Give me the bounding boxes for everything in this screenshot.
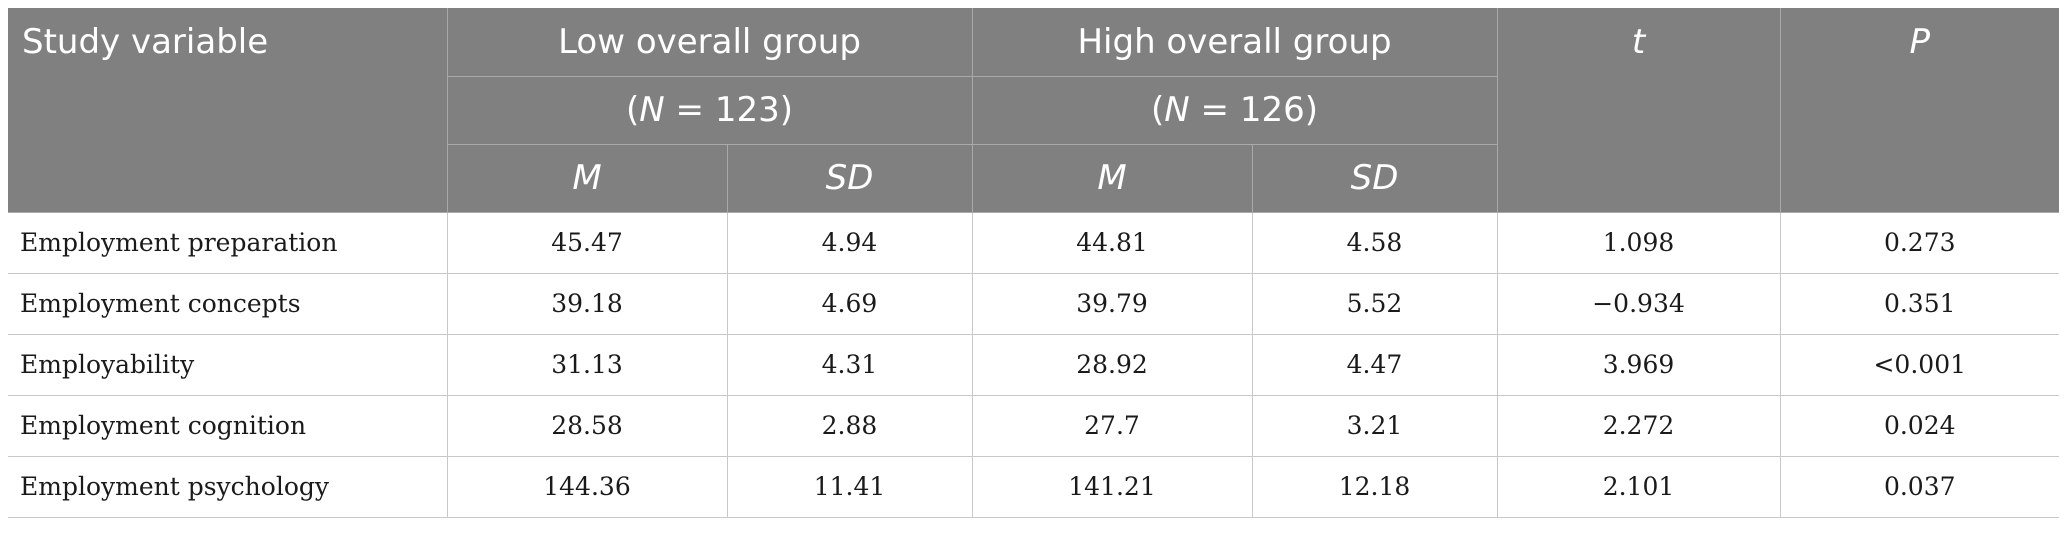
header-t: t	[1496, 8, 1780, 213]
header-high-n: (N = 126)	[971, 76, 1497, 145]
cell-high-sd: 3.21	[1251, 395, 1497, 457]
cell-low-sd: 11.41	[726, 456, 972, 518]
table-row: Employment preparation 45.47 4.94 44.81 …	[8, 212, 2059, 274]
cell-low-sd: 4.69	[726, 273, 972, 335]
header-high-sd: SD	[1251, 144, 1497, 213]
cell-high-m: 39.79	[971, 273, 1252, 335]
cell-low-sd: 4.94	[726, 212, 972, 274]
cell-variable: Employment preparation	[8, 212, 447, 274]
table-row: Employability 31.13 4.31 28.92 4.47 3.96…	[8, 334, 2059, 396]
cell-variable: Employment concepts	[8, 273, 447, 335]
cell-low-sd: 4.31	[726, 334, 972, 396]
cell-p: 0.037	[1779, 456, 2059, 518]
cell-low-m: 39.18	[446, 273, 727, 335]
header-low-n: (N = 123)	[446, 76, 972, 145]
cell-low-m: 31.13	[446, 334, 727, 396]
cell-high-sd: 4.47	[1251, 334, 1497, 396]
table-body: Employment preparation 45.47 4.94 44.81 …	[8, 212, 2059, 518]
cell-low-m: 28.58	[446, 395, 727, 457]
cell-variable: Employability	[8, 334, 447, 396]
cell-t: 3.969	[1496, 334, 1780, 396]
cell-variable: Employment cognition	[8, 395, 447, 457]
header-low-group: Low overall group	[446, 8, 972, 77]
cell-high-m: 28.92	[971, 334, 1252, 396]
table-row: Employment concepts 39.18 4.69 39.79 5.5…	[8, 273, 2059, 335]
cell-variable: Employment psychology	[8, 456, 447, 518]
header-p: P	[1779, 8, 2059, 213]
header-study-variable: Study variable	[8, 8, 447, 213]
cell-high-m: 141.21	[971, 456, 1252, 518]
cell-low-m: 144.36	[446, 456, 727, 518]
cell-p: 0.351	[1779, 273, 2059, 335]
table-row: Employment psychology 144.36 11.41 141.2…	[8, 456, 2059, 518]
cell-t: −0.934	[1496, 273, 1780, 335]
cell-t: 2.101	[1496, 456, 1780, 518]
cell-p: <0.001	[1779, 334, 2059, 396]
table-header: Study variable Low overall group High ov…	[8, 8, 2059, 213]
table-row: Employment cognition 28.58 2.88 27.7 3.2…	[8, 395, 2059, 457]
header-high-group: High overall group	[971, 8, 1497, 77]
cell-p: 0.273	[1779, 212, 2059, 274]
cell-high-sd: 12.18	[1251, 456, 1497, 518]
header-low-sd: SD	[726, 144, 972, 213]
comparison-table: Study variable Low overall group High ov…	[8, 8, 2059, 518]
cell-t: 2.272	[1496, 395, 1780, 457]
cell-low-m: 45.47	[446, 212, 727, 274]
header-low-m: M	[446, 144, 727, 213]
cell-low-sd: 2.88	[726, 395, 972, 457]
cell-high-sd: 4.58	[1251, 212, 1497, 274]
cell-p: 0.024	[1779, 395, 2059, 457]
header-high-m: M	[971, 144, 1252, 213]
cell-high-sd: 5.52	[1251, 273, 1497, 335]
cell-high-m: 44.81	[971, 212, 1252, 274]
cell-t: 1.098	[1496, 212, 1780, 274]
cell-high-m: 27.7	[971, 395, 1252, 457]
